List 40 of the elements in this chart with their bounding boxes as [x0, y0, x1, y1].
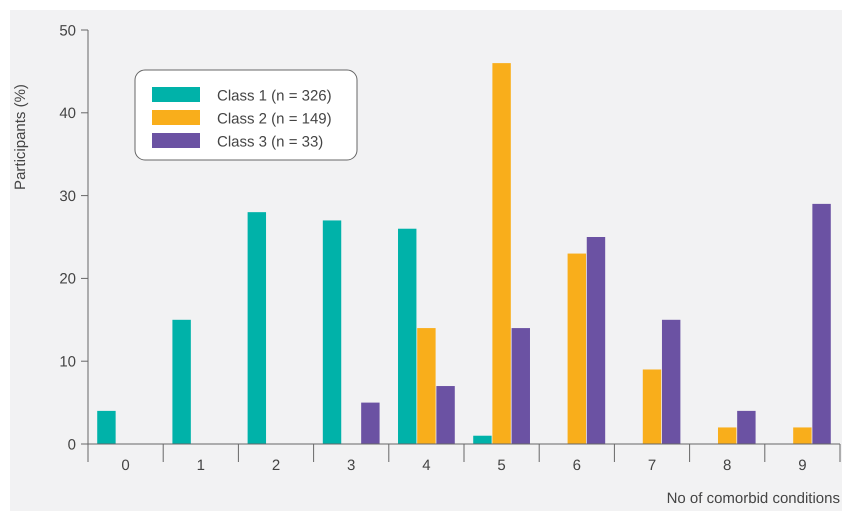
y-tick-label: 40	[59, 105, 76, 122]
bar	[473, 436, 492, 444]
bar	[737, 410, 756, 444]
bar	[97, 410, 116, 444]
bar	[793, 427, 812, 444]
y-tick-label: 50	[59, 22, 76, 40]
x-tick-label: 3	[347, 457, 356, 474]
y-tick-label: 10	[59, 353, 76, 370]
x-tick-label: 5	[497, 457, 506, 474]
x-tick-label: 9	[798, 457, 807, 474]
bar	[361, 402, 380, 444]
bar	[398, 228, 416, 444]
x-tick-label: 6	[572, 457, 581, 474]
bar	[662, 320, 680, 444]
x-tick-label: 0	[121, 457, 130, 474]
bar	[718, 427, 736, 444]
bar	[417, 328, 436, 444]
bar	[322, 220, 342, 444]
bar	[172, 320, 191, 444]
x-tick-label: 4	[422, 457, 431, 474]
y-tick-label: 20	[59, 270, 76, 288]
x-axis-title: No of comorbid conditions	[666, 490, 840, 507]
x-tick-label: 2	[272, 457, 280, 474]
bar	[436, 386, 455, 444]
legend-label: Class 3 (n = 33)	[217, 133, 324, 150]
bar	[492, 63, 511, 444]
x-tick-label: 1	[196, 457, 205, 474]
bar	[248, 212, 266, 444]
bar	[812, 204, 831, 444]
bar	[586, 237, 606, 444]
y-tick-label: 0	[68, 436, 76, 454]
legend-label: Class 1 (n = 326)	[217, 87, 332, 104]
bar	[642, 369, 662, 444]
bar	[512, 328, 530, 444]
legend-label: Class 2 (n = 149)	[217, 110, 332, 128]
bar	[568, 254, 586, 444]
y-tick-label: 30	[59, 188, 76, 205]
x-tick-label: 8	[723, 457, 732, 474]
x-tick-label: 7	[648, 457, 656, 474]
y-axis-title: Participants (%)	[12, 84, 29, 190]
